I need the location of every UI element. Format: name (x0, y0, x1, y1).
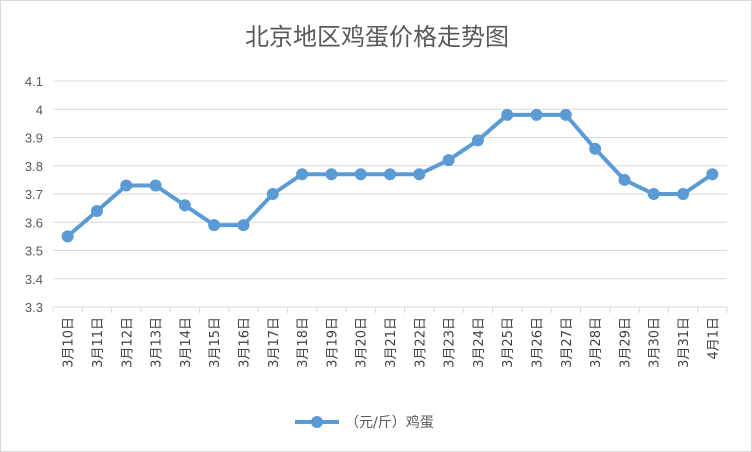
x-tick-label: 3月22日 (413, 317, 428, 368)
x-tick-label: 3月29日 (618, 317, 633, 368)
y-tick-label: 3.9 (25, 131, 43, 146)
x-tick-label: 3月21日 (384, 317, 399, 368)
data-point (530, 108, 543, 121)
x-tick-label: 3月11日 (91, 317, 106, 368)
data-point (325, 168, 338, 181)
x-tick-label: 3月20日 (355, 317, 370, 368)
x-tick-label: 3月24日 (472, 317, 487, 368)
data-point (120, 179, 133, 192)
y-tick-label: 3.8 (25, 159, 43, 174)
x-tick-label: 3月13日 (150, 317, 165, 368)
x-tick-label: 3月27日 (560, 317, 575, 368)
y-axis-ticks: 3.3 3.4 3.5 3.6 3.7 3.8 3.9 4 4.1 (25, 74, 43, 315)
y-tick-label: 3.6 (25, 215, 43, 230)
data-point (90, 204, 103, 217)
y-tick-label: 4 (36, 102, 43, 117)
x-tick-label: 3月31日 (677, 317, 692, 368)
x-tick-label: 3月19日 (325, 317, 340, 368)
data-point (559, 108, 572, 121)
data-point (706, 168, 719, 181)
y-tick-label: 4.1 (25, 74, 43, 89)
x-tick-label: 3月25日 (501, 317, 516, 368)
data-point (237, 219, 250, 232)
legend-label: （元/斤）鸡蛋 (345, 414, 434, 431)
x-tick-label: 3月12日 (120, 317, 135, 368)
data-point (471, 134, 484, 147)
x-tick-label: 3月28日 (589, 317, 604, 368)
x-axis-ticks: 3月10日 3月11日 3月12日 3月13日 3月14日 3月15日 3月16日 3月17日… (52, 307, 728, 368)
data-point (618, 173, 631, 186)
chart-title: 北京地区鸡蛋价格走势图 (245, 23, 509, 51)
x-tick-label: 3月10日 (62, 317, 77, 368)
y-tick-label: 3.3 (25, 300, 43, 315)
x-tick-label: 3月14日 (179, 317, 194, 368)
data-point (354, 168, 367, 181)
y-tick-label: 3.4 (25, 272, 43, 287)
x-tick-label: 3月23日 (443, 317, 458, 368)
data-point (501, 108, 514, 121)
x-tick-label: 4月1日 (706, 317, 721, 360)
data-point (677, 188, 690, 200)
series-line (61, 108, 719, 243)
x-tick-label: 3月17日 (267, 317, 282, 368)
grid-lines (53, 80, 727, 308)
legend-marker (311, 416, 323, 428)
data-point (208, 219, 221, 232)
data-point (442, 154, 455, 167)
x-tick-label: 3月16日 (237, 317, 252, 368)
data-point (296, 168, 309, 181)
x-tick-label: 3月15日 (208, 317, 223, 368)
data-point (384, 168, 396, 181)
data-point (589, 142, 602, 155)
x-tick-label: 3月30日 (648, 317, 663, 368)
data-point (647, 188, 660, 200)
y-tick-label: 3.7 (25, 187, 43, 202)
data-point (266, 188, 279, 200)
legend: （元/斤）鸡蛋 (295, 414, 434, 431)
data-point (413, 168, 426, 181)
data-point (61, 230, 74, 243)
x-tick-label: 3月26日 (531, 317, 546, 368)
data-point (149, 179, 162, 192)
y-tick-label: 3.5 (25, 244, 43, 259)
x-tick-label: 3月18日 (296, 317, 311, 368)
data-point (178, 199, 191, 212)
